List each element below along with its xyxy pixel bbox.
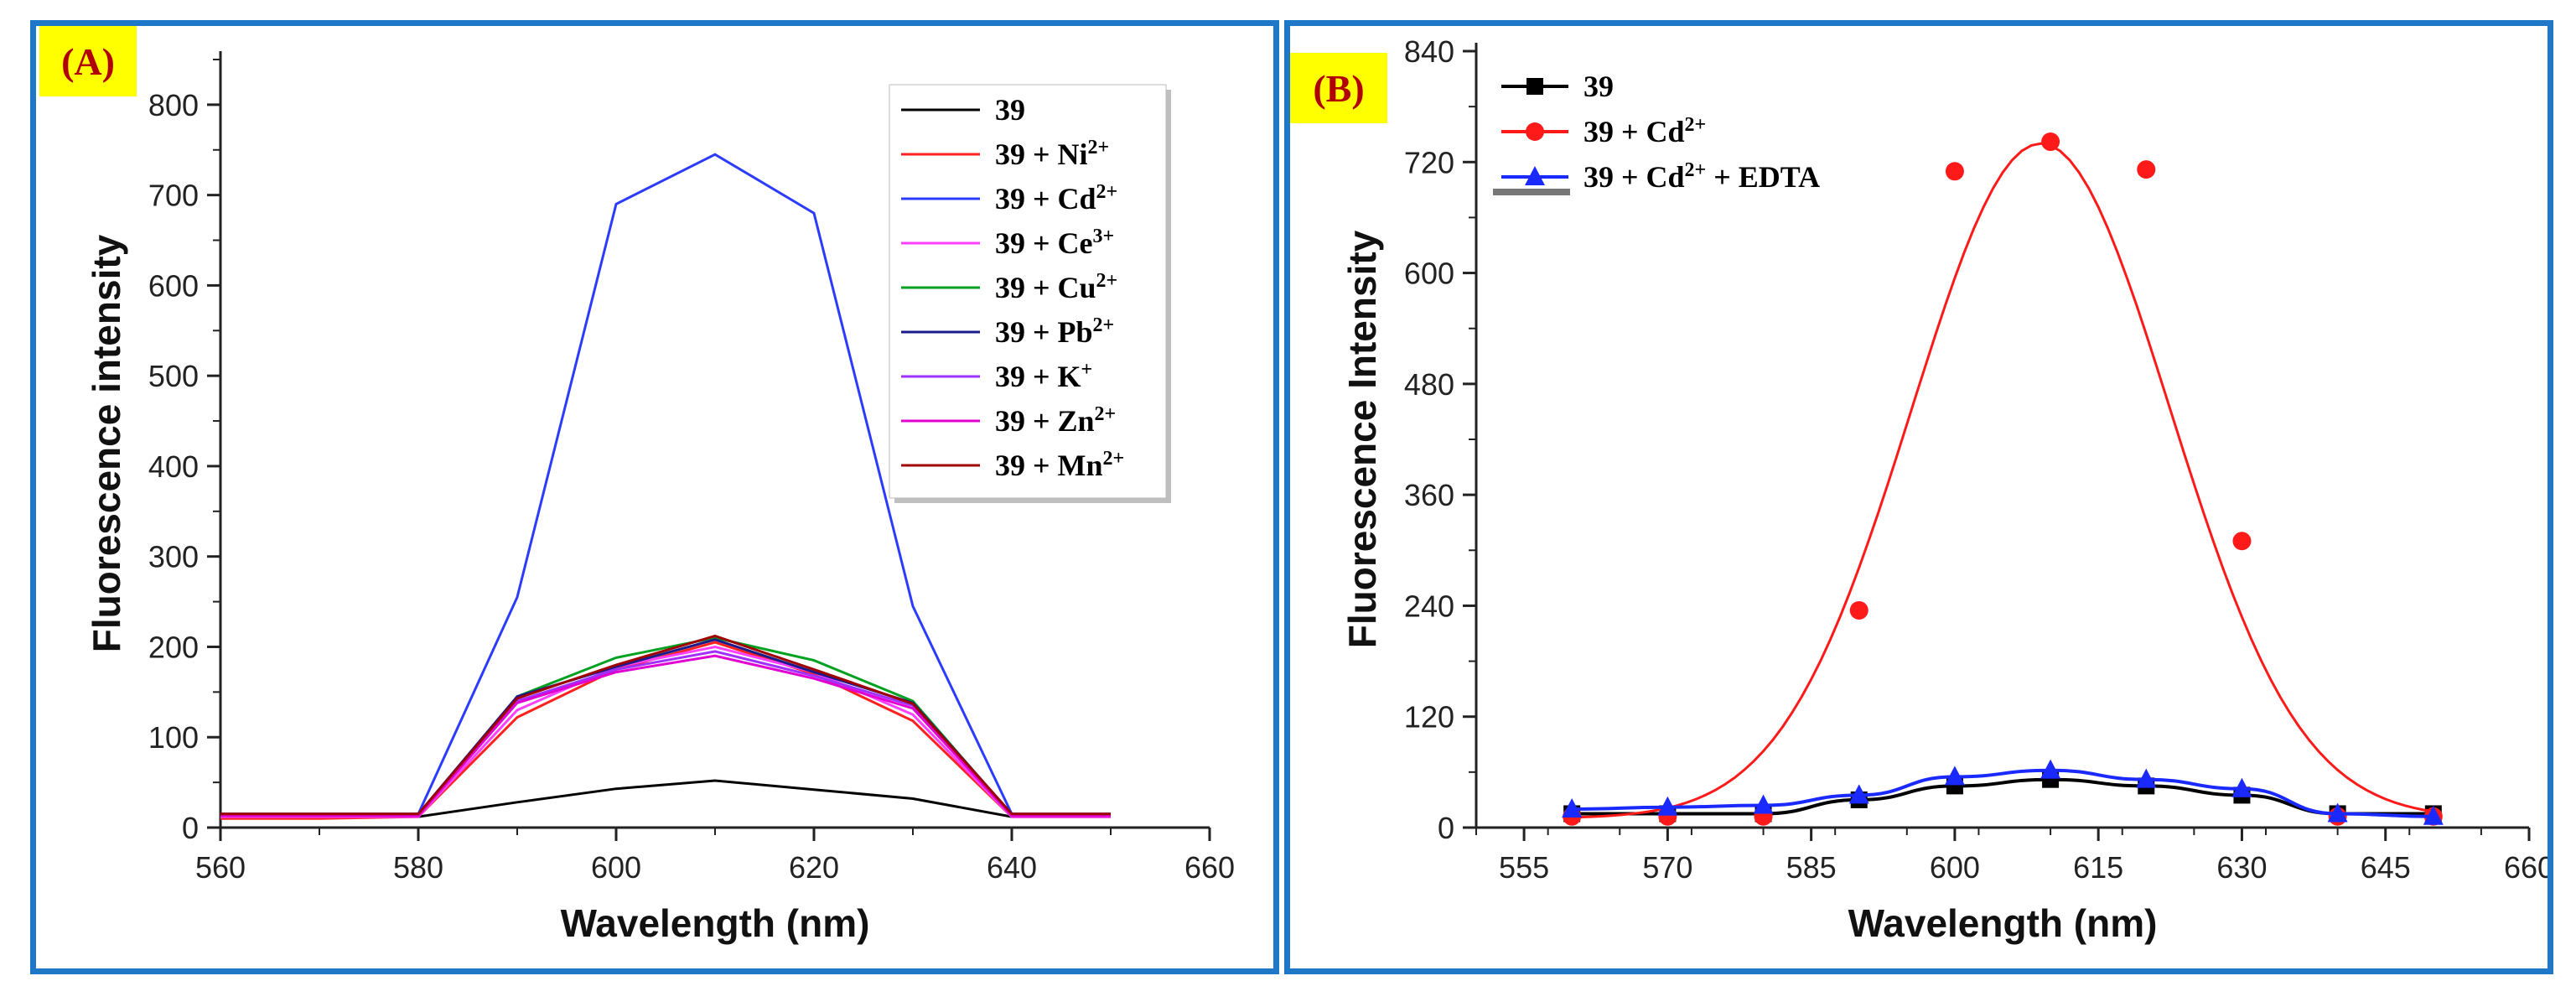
data-point bbox=[1848, 784, 1869, 804]
data-point bbox=[1945, 162, 1964, 181]
data-point bbox=[2040, 759, 2061, 779]
y-tick-label: 100 bbox=[148, 720, 199, 755]
legend-marker bbox=[1526, 78, 1543, 95]
data-point bbox=[1944, 766, 1965, 786]
x-tick-label: 660 bbox=[1184, 850, 1235, 885]
legend-label: 39 + Cd2+ bbox=[995, 181, 1117, 215]
y-tick-label: 600 bbox=[1404, 257, 1454, 291]
y-tick-label: 360 bbox=[1404, 478, 1454, 512]
legend-label: 39 + Ce3+ bbox=[995, 226, 1114, 260]
x-tick-label: 585 bbox=[1786, 850, 1837, 885]
legend-label: 39 + Cu2+ bbox=[995, 270, 1117, 304]
y-tick-label: 700 bbox=[148, 179, 199, 213]
data-point bbox=[2423, 805, 2444, 825]
y-tick-label: 0 bbox=[1438, 811, 1454, 845]
y-tick-label: 240 bbox=[1404, 589, 1454, 623]
data-point bbox=[2231, 777, 2252, 797]
legend-label: 39 + Pb2+ bbox=[995, 314, 1114, 349]
y-tick-label: 600 bbox=[148, 268, 199, 303]
x-tick-label: 570 bbox=[1642, 850, 1692, 885]
legend-label: 39 + Ni2+ bbox=[995, 137, 1109, 171]
x-tick-label: 645 bbox=[2361, 850, 2411, 885]
series-line-3 bbox=[220, 645, 1111, 818]
legend-label: 39 bbox=[1583, 70, 1614, 103]
series-line-5 bbox=[220, 638, 1111, 816]
panel-b: 555 570 585 600 615 630 645 660 0 120 240 360 480 600… bbox=[1284, 20, 2553, 974]
x-tick-label: 555 bbox=[1499, 850, 1549, 885]
y-axis-title: Fluorescence intensity bbox=[85, 234, 128, 652]
data-point bbox=[1562, 797, 1583, 818]
legend-marker bbox=[1525, 166, 1545, 185]
data-point bbox=[1657, 796, 1678, 816]
y-tick-label: 480 bbox=[1404, 367, 1454, 402]
series-line-7 bbox=[220, 654, 1111, 818]
y-tick-label: 300 bbox=[148, 540, 199, 574]
x-tick-label: 580 bbox=[393, 850, 443, 885]
data-point bbox=[2041, 132, 2060, 152]
panel-label: (A) bbox=[61, 40, 115, 83]
legend-label: 39 + Mn2+ bbox=[995, 448, 1124, 482]
y-tick-label: 800 bbox=[148, 88, 199, 122]
legend-label: 39 + Zn2+ bbox=[995, 403, 1116, 438]
panel-label: (B) bbox=[1313, 67, 1364, 110]
series-line-2 bbox=[1572, 768, 2433, 818]
legend-label: 39 + Cd2+ bbox=[1583, 114, 1706, 148]
x-tick-label: 615 bbox=[2073, 850, 2123, 885]
panel-label-box bbox=[39, 26, 137, 96]
series-line-8 bbox=[220, 634, 1111, 816]
y-axis-title: Fluorescence Intensity bbox=[1340, 230, 1384, 648]
data-point bbox=[1753, 794, 1774, 814]
series-line-1 bbox=[220, 641, 1111, 820]
y-tick-label: 840 bbox=[1404, 34, 1454, 69]
data-point bbox=[2327, 802, 2348, 823]
legend-label: 39 bbox=[995, 93, 1025, 127]
data-point bbox=[2136, 768, 2157, 788]
data-point bbox=[1849, 600, 1869, 620]
legend-marker bbox=[1526, 122, 1544, 141]
fit-curve bbox=[1572, 142, 2434, 819]
data-point bbox=[2137, 160, 2156, 179]
x-tick-label: 600 bbox=[591, 850, 641, 885]
x-tick-label: 630 bbox=[2216, 850, 2267, 885]
x-axis-title: Wavelength (nm) bbox=[1848, 901, 2158, 945]
chart-b: 555 570 585 600 615 630 645 660 0 120 240 360 480 600… bbox=[1290, 34, 2547, 945]
y-tick-label: 720 bbox=[1404, 145, 1454, 179]
x-tick-label: 620 bbox=[789, 850, 839, 885]
x-tick-label: 640 bbox=[987, 850, 1037, 885]
panel-label-box bbox=[1290, 53, 1387, 123]
series-line-0 bbox=[1572, 777, 2433, 816]
x-tick-label: 600 bbox=[1930, 850, 1980, 885]
series-line-0 bbox=[220, 779, 1111, 818]
legend-label: 39 + Cd2+ + EDTA bbox=[1583, 159, 1820, 194]
y-tick-label: 0 bbox=[182, 811, 199, 845]
chart-a: 560 580 600 620 640 660 0 100 200 300 400 500 600 700… bbox=[39, 26, 1235, 945]
data-point bbox=[2232, 532, 2252, 551]
y-tick-label: 200 bbox=[148, 630, 199, 664]
y-tick-label: 120 bbox=[1404, 700, 1454, 734]
y-tick-label: 500 bbox=[148, 359, 199, 393]
x-tick-label: 660 bbox=[2504, 850, 2547, 885]
x-tick-label: 560 bbox=[195, 850, 246, 885]
series-line-6 bbox=[220, 650, 1111, 817]
legend-label: 39 + K+ bbox=[995, 359, 1092, 393]
legend-shadow bbox=[1493, 189, 1570, 195]
panel-a: 560 580 600 620 640 660 0 100 200 300 400 500 600 700… bbox=[30, 20, 1279, 974]
x-axis-title: Wavelength (nm) bbox=[561, 901, 870, 945]
y-tick-label: 400 bbox=[148, 449, 199, 484]
